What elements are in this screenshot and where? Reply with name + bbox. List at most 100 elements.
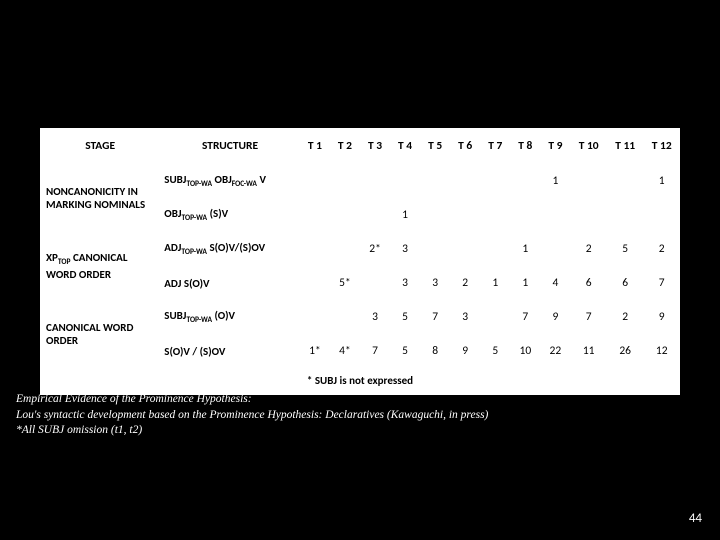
data-cell: 3	[390, 266, 420, 300]
data-cell: 26	[607, 334, 644, 368]
data-cell	[300, 266, 330, 300]
table-row: NONCANONICITY IN MARKING NOMINALSSUBJTOP…	[40, 164, 680, 198]
table-row: XPTOP CANONICAL WORD ORDERADJTOP-WA S(O)…	[40, 232, 680, 266]
data-cell	[420, 198, 450, 232]
data-cell: 3	[450, 300, 480, 334]
data-cell	[390, 164, 420, 198]
stage-cell: CANONICAL WORD ORDER	[40, 300, 160, 368]
data-cell	[420, 232, 450, 266]
table-body: NONCANONICITY IN MARKING NOMINALSSUBJTOP…	[40, 164, 680, 368]
data-cell	[607, 164, 644, 198]
table-footnote: * SUBJ is not expressed	[40, 368, 680, 395]
data-cell: 7	[510, 300, 540, 334]
th-t12: T 12	[643, 128, 680, 164]
data-cell: 4*	[330, 334, 360, 368]
th-t5: T 5	[420, 128, 450, 164]
caption-line1: Empirical Evidence of the Prominence Hyp…	[16, 392, 488, 408]
data-cell	[607, 198, 644, 232]
data-cell: 5	[390, 300, 420, 334]
structure-cell: SUBJTOP-WA OBJFOC-WA V	[160, 164, 300, 198]
data-cell: 1	[510, 266, 540, 300]
data-cell	[643, 198, 680, 232]
data-cell	[450, 164, 480, 198]
structure-cell: ADJ S(O)V	[160, 266, 300, 300]
data-cell: 1*	[300, 334, 330, 368]
data-cell: 2	[450, 266, 480, 300]
data-cell	[300, 198, 330, 232]
data-cell: 4	[540, 266, 570, 300]
data-cell: 1	[390, 198, 420, 232]
data-cell: 3	[390, 232, 420, 266]
data-table: STAGE STRUCTURE T 1 T 2 T 3 T 4 T 5 T 6 …	[40, 128, 680, 368]
data-cell: 1	[540, 164, 570, 198]
slide-caption: Empirical Evidence of the Prominence Hyp…	[16, 392, 488, 439]
data-cell: 10	[510, 334, 540, 368]
data-cell	[570, 198, 607, 232]
data-cell: 11	[570, 334, 607, 368]
th-t3: T 3	[360, 128, 390, 164]
data-cell: 8	[420, 334, 450, 368]
data-cell: 1	[643, 164, 680, 198]
data-cell	[450, 232, 480, 266]
data-cell	[300, 164, 330, 198]
data-cell	[450, 198, 480, 232]
data-table-container: STAGE STRUCTURE T 1 T 2 T 3 T 4 T 5 T 6 …	[40, 128, 680, 395]
data-cell	[510, 164, 540, 198]
data-cell: 6	[607, 266, 644, 300]
data-cell: 2	[643, 232, 680, 266]
caption-line3: *All SUBJ omission (t1, t2)	[16, 423, 488, 439]
data-cell	[480, 300, 510, 334]
structure-cell: SUBJTOP-WA (O)V	[160, 300, 300, 334]
data-cell: 9	[450, 334, 480, 368]
stage-cell: NONCANONICITY IN MARKING NOMINALS	[40, 164, 160, 232]
header-row: STAGE STRUCTURE T 1 T 2 T 3 T 4 T 5 T 6 …	[40, 128, 680, 164]
th-t8: T 8	[510, 128, 540, 164]
th-t6: T 6	[450, 128, 480, 164]
data-cell: 5*	[330, 266, 360, 300]
data-cell: 22	[540, 334, 570, 368]
data-cell	[330, 198, 360, 232]
data-cell: 1	[510, 232, 540, 266]
data-cell: 5	[480, 334, 510, 368]
data-cell	[480, 198, 510, 232]
data-cell	[300, 232, 330, 266]
stage-cell: XPTOP CANONICAL WORD ORDER	[40, 232, 160, 300]
data-cell: 7	[360, 334, 390, 368]
structure-cell: OBJTOP-WA (S)V	[160, 198, 300, 232]
data-cell	[480, 232, 510, 266]
data-cell: 7	[420, 300, 450, 334]
data-cell: 9	[643, 300, 680, 334]
data-cell: 1	[480, 266, 510, 300]
data-cell: 7	[643, 266, 680, 300]
caption-line2: Lou's syntactic development based on the…	[16, 408, 488, 424]
th-t10: T 10	[570, 128, 607, 164]
th-t4: T 4	[390, 128, 420, 164]
data-cell	[360, 164, 390, 198]
data-cell	[330, 232, 360, 266]
data-cell: 3	[420, 266, 450, 300]
th-stage: STAGE	[40, 128, 160, 164]
data-cell	[330, 164, 360, 198]
th-t2: T 2	[330, 128, 360, 164]
th-structure: STRUCTURE	[160, 128, 300, 164]
data-cell	[510, 198, 540, 232]
th-t7: T 7	[480, 128, 510, 164]
page-number: 44	[689, 511, 702, 526]
th-t9: T 9	[540, 128, 570, 164]
structure-cell: ADJTOP-WA S(O)V/(S)OV	[160, 232, 300, 266]
data-cell	[300, 300, 330, 334]
th-t1: T 1	[300, 128, 330, 164]
data-cell	[420, 164, 450, 198]
data-cell: 2	[607, 300, 644, 334]
data-cell	[330, 300, 360, 334]
data-cell	[540, 232, 570, 266]
data-cell: 5	[390, 334, 420, 368]
data-cell	[360, 198, 390, 232]
data-cell: 2	[570, 232, 607, 266]
structure-cell: S(O)V / (S)OV	[160, 334, 300, 368]
slide: STAGE STRUCTURE T 1 T 2 T 3 T 4 T 5 T 6 …	[0, 0, 720, 540]
data-cell: 6	[570, 266, 607, 300]
data-cell	[570, 164, 607, 198]
data-cell: 2*	[360, 232, 390, 266]
data-cell: 12	[643, 334, 680, 368]
